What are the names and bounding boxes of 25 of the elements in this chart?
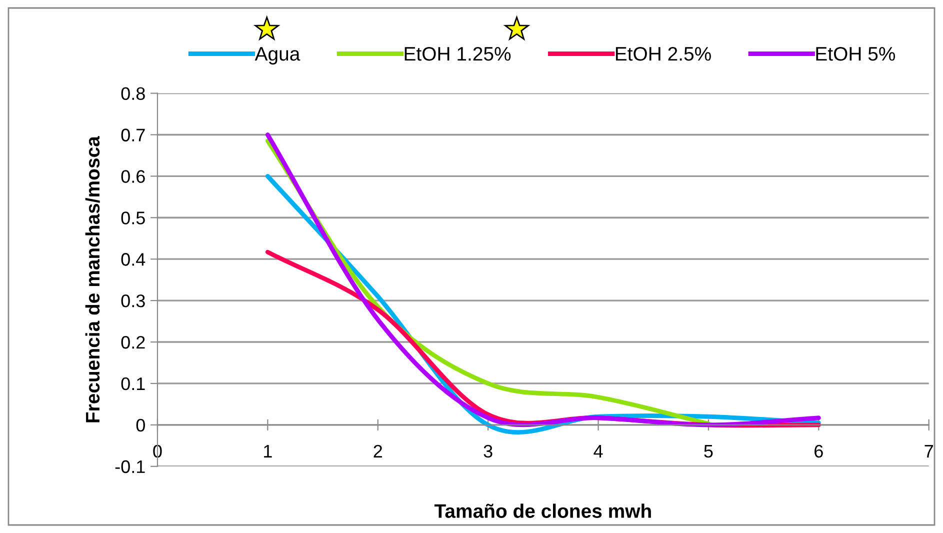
legend-label: EtOH 5% bbox=[816, 46, 896, 61]
legend-label: Agua bbox=[254, 47, 300, 65]
y-tick-label: 0.3 bbox=[121, 294, 145, 308]
legend-label: EtOH 1.25% bbox=[404, 46, 511, 61]
y-tick-label: 0.5 bbox=[121, 212, 145, 224]
x-tick-label: 7 bbox=[924, 445, 933, 458]
y-tick-label: 0 bbox=[136, 418, 145, 432]
x-axis-title: Tamaño de clones mwh bbox=[434, 504, 651, 518]
x-tick-label: 1 bbox=[264, 445, 272, 458]
y-tick-label: 0.7 bbox=[121, 128, 145, 142]
y-tick-label: -0.1 bbox=[115, 460, 145, 474]
y-tick-label: 0.4 bbox=[121, 253, 146, 266]
x-tick-label: 5 bbox=[704, 445, 713, 458]
y-tick-label: 0.8 bbox=[121, 87, 145, 100]
y-tick-label: 0.1 bbox=[121, 377, 145, 390]
x-tick-label: 3 bbox=[484, 444, 492, 458]
line-series bbox=[265, 132, 821, 428]
y-axis-title: Frecuencia de manchas/mosca bbox=[85, 136, 100, 422]
x-tick-label: 6 bbox=[814, 444, 823, 458]
x-tick-label: 4 bbox=[594, 445, 603, 458]
y-tick-label: 0.6 bbox=[121, 170, 145, 183]
x-tick-label: 2 bbox=[374, 444, 382, 458]
x-tick-label: 0 bbox=[153, 444, 162, 458]
y-tick-label: 0.2 bbox=[121, 336, 145, 349]
legend-label: EtOH 2.5% bbox=[616, 46, 711, 61]
